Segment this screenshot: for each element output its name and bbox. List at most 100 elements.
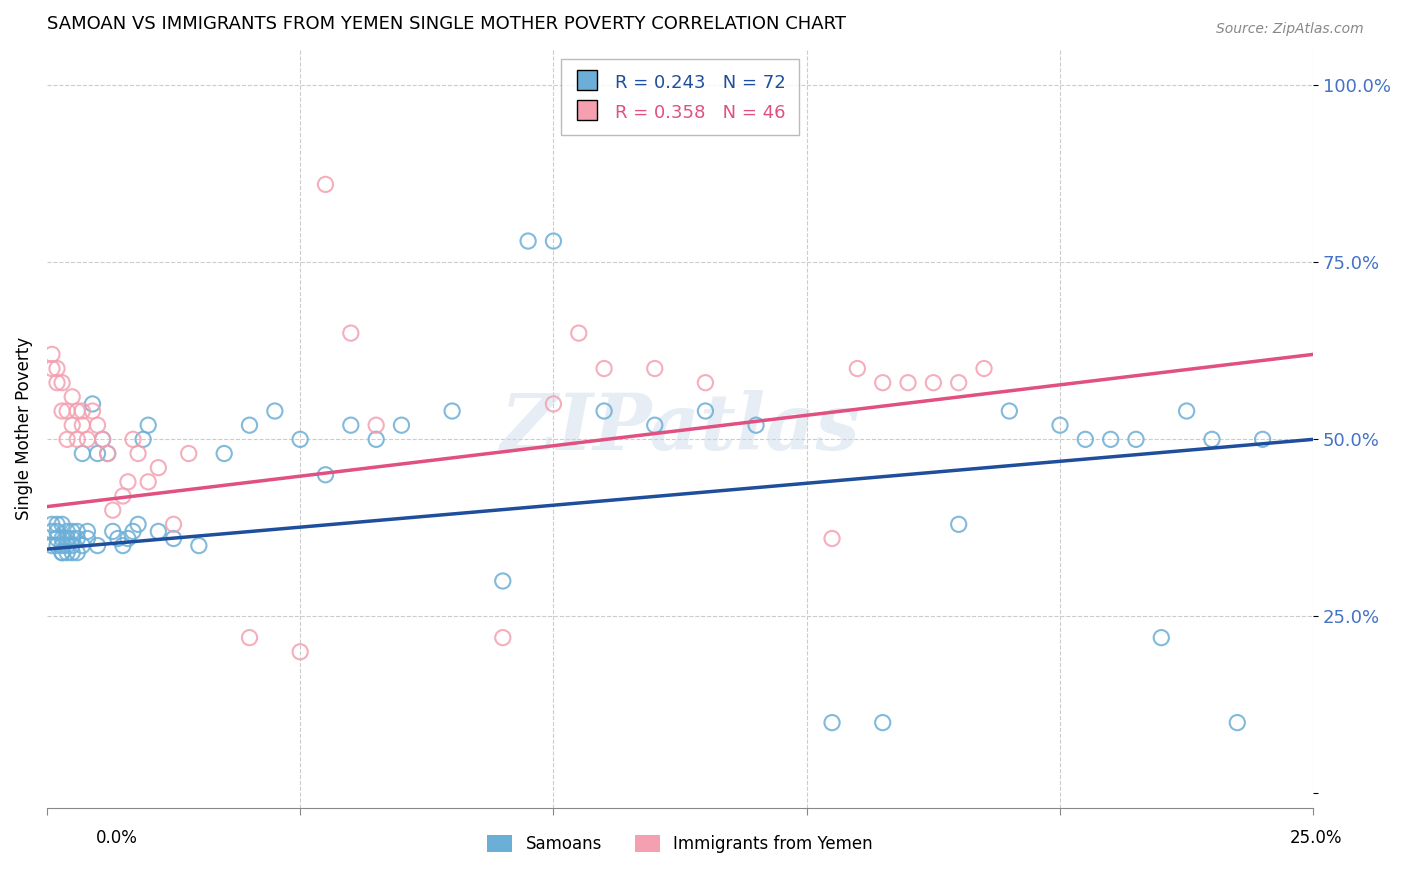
- Point: [148, 524, 170, 539]
- Point: [568, 326, 591, 340]
- Point: [1226, 715, 1249, 730]
- Point: [72, 539, 94, 553]
- Text: 0.0%: 0.0%: [96, 829, 138, 847]
- Point: [56, 539, 79, 553]
- Point: [263, 404, 285, 418]
- Point: [46, 361, 69, 376]
- Point: [101, 503, 124, 517]
- Point: [72, 404, 94, 418]
- Point: [1175, 404, 1198, 418]
- Point: [60, 390, 83, 404]
- Point: [97, 446, 120, 460]
- Point: [56, 404, 79, 418]
- Point: [821, 532, 844, 546]
- Point: [82, 397, 104, 411]
- Point: [51, 546, 73, 560]
- Point: [101, 524, 124, 539]
- Point: [127, 517, 149, 532]
- Point: [60, 524, 83, 539]
- Text: Source: ZipAtlas.com: Source: ZipAtlas.com: [1216, 22, 1364, 37]
- Point: [41, 524, 63, 539]
- Point: [86, 539, 108, 553]
- Text: 25.0%: 25.0%: [1291, 829, 1343, 847]
- Point: [492, 574, 515, 588]
- Point: [1251, 433, 1274, 447]
- Point: [56, 433, 79, 447]
- Point: [51, 517, 73, 532]
- Point: [72, 446, 94, 460]
- Point: [238, 418, 260, 433]
- Point: [517, 234, 540, 248]
- Point: [366, 418, 388, 433]
- Point: [72, 418, 94, 433]
- Point: [872, 715, 894, 730]
- Point: [872, 376, 894, 390]
- Point: [122, 524, 145, 539]
- Point: [1125, 433, 1147, 447]
- Point: [51, 539, 73, 553]
- Point: [1150, 631, 1173, 645]
- Point: [117, 475, 139, 489]
- Point: [644, 418, 666, 433]
- Point: [1201, 433, 1223, 447]
- Point: [492, 631, 515, 645]
- Point: [288, 645, 311, 659]
- Point: [46, 376, 69, 390]
- Point: [66, 433, 89, 447]
- Point: [1099, 433, 1122, 447]
- Point: [41, 361, 63, 376]
- Point: [391, 418, 413, 433]
- Point: [51, 532, 73, 546]
- Point: [695, 404, 717, 418]
- Point: [41, 347, 63, 361]
- Point: [86, 418, 108, 433]
- Point: [97, 446, 120, 460]
- Point: [543, 234, 565, 248]
- Point: [46, 517, 69, 532]
- Point: [66, 404, 89, 418]
- Point: [66, 546, 89, 560]
- Point: [51, 376, 73, 390]
- Point: [66, 532, 89, 546]
- Point: [51, 404, 73, 418]
- Point: [340, 326, 363, 340]
- Point: [315, 467, 337, 482]
- Point: [41, 517, 63, 532]
- Point: [82, 404, 104, 418]
- Point: [127, 446, 149, 460]
- Point: [60, 539, 83, 553]
- Point: [821, 715, 844, 730]
- Point: [644, 361, 666, 376]
- Text: SAMOAN VS IMMIGRANTS FROM YEMEN SINGLE MOTHER POVERTY CORRELATION CHART: SAMOAN VS IMMIGRANTS FROM YEMEN SINGLE M…: [46, 15, 846, 33]
- Point: [340, 418, 363, 433]
- Point: [162, 517, 184, 532]
- Point: [46, 532, 69, 546]
- Point: [91, 433, 114, 447]
- Point: [543, 397, 565, 411]
- Point: [212, 446, 235, 460]
- Point: [441, 404, 464, 418]
- Point: [948, 517, 970, 532]
- Point: [593, 361, 616, 376]
- Point: [46, 539, 69, 553]
- Point: [60, 546, 83, 560]
- Legend: R = 0.243   N = 72, R = 0.358   N = 46: R = 0.243 N = 72, R = 0.358 N = 46: [561, 59, 799, 135]
- Point: [76, 532, 98, 546]
- Point: [366, 433, 388, 447]
- Point: [846, 361, 869, 376]
- Point: [60, 532, 83, 546]
- Point: [76, 524, 98, 539]
- Point: [56, 524, 79, 539]
- Point: [132, 433, 155, 447]
- Point: [111, 489, 134, 503]
- Point: [76, 433, 98, 447]
- Point: [117, 532, 139, 546]
- Point: [695, 376, 717, 390]
- Point: [107, 532, 129, 546]
- Point: [1074, 433, 1097, 447]
- Point: [122, 433, 145, 447]
- Y-axis label: Single Mother Poverty: Single Mother Poverty: [15, 337, 32, 520]
- Point: [51, 546, 73, 560]
- Point: [948, 376, 970, 390]
- Point: [745, 418, 768, 433]
